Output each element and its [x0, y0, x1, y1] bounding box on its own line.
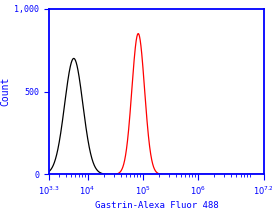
X-axis label: Gastrin-Alexa Fluor 488: Gastrin-Alexa Fluor 488 — [95, 201, 218, 210]
Y-axis label: Count: Count — [0, 77, 10, 106]
